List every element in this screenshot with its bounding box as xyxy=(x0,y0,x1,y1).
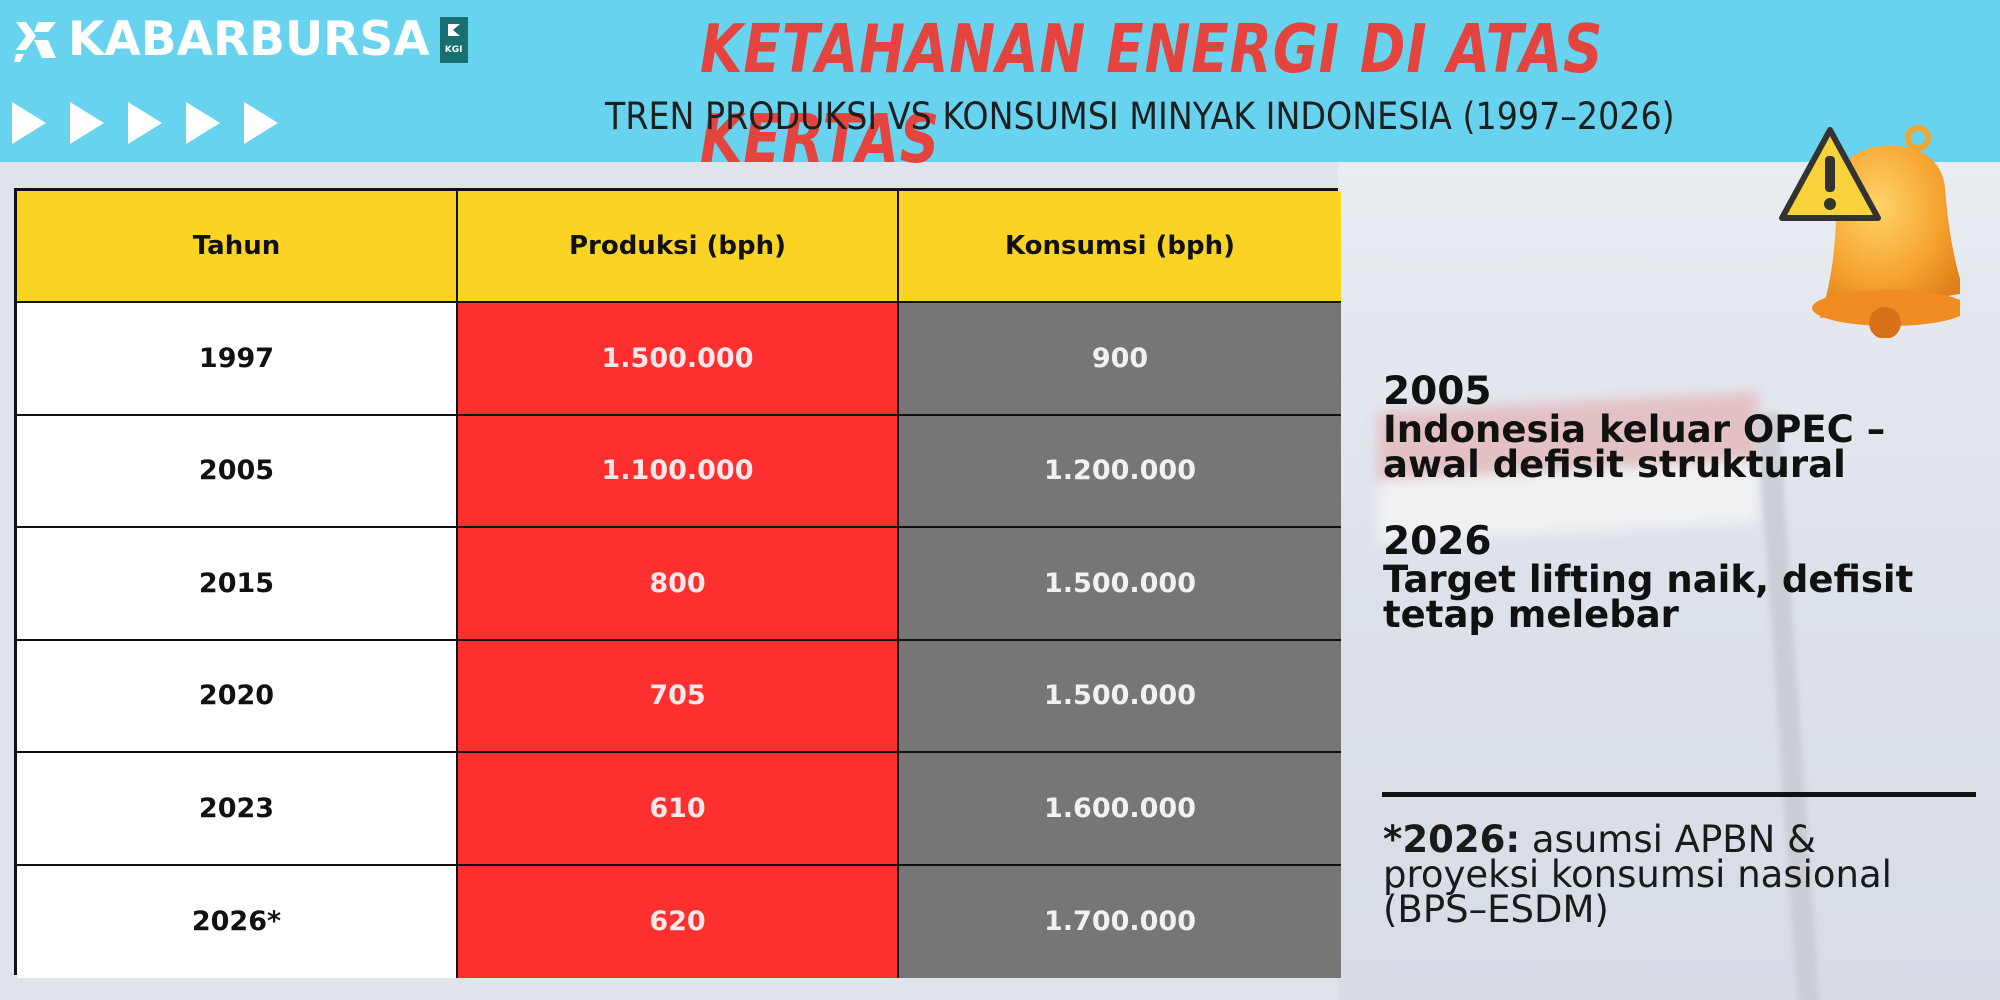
table-cell-consumption: 1.500.000 xyxy=(899,528,1341,641)
play-arrow-icon xyxy=(128,102,162,144)
table-cell-consumption: 1.500.000 xyxy=(899,640,1341,753)
play-arrow-icon xyxy=(186,102,220,144)
note-year: 2005 xyxy=(1383,369,1492,414)
table-cell-year: 2005 xyxy=(17,415,458,528)
table-cell-production: 610 xyxy=(458,753,899,866)
oil-trend-table: Tahun Produksi (bph) Konsumsi (bph) 1997… xyxy=(14,188,1341,978)
page-title: KETAHANAN ENERGI DI ATAS KERTAS xyxy=(700,10,1604,178)
warning-triangle-icon xyxy=(1779,127,1881,221)
play-arrow-icon xyxy=(244,102,278,144)
footnote-label: *2026: xyxy=(1383,818,1521,861)
footnote-text: asumsi APBN & proyeksi konsumsi nasional… xyxy=(1383,818,1892,931)
table-cell-consumption: 1.200.000 xyxy=(899,415,1341,528)
footnote: *2026: asumsi APBN & proyeksi konsumsi n… xyxy=(1383,821,1983,928)
table-cell-year: 1997 xyxy=(17,303,458,416)
table-cell-year: 2020 xyxy=(17,640,458,753)
kabarbursa-logo[interactable]: KABARBURSA KGI xyxy=(12,12,468,68)
play-arrow-icon xyxy=(70,102,104,144)
table-cell-production: 705 xyxy=(458,640,899,753)
badge-text: KGI xyxy=(444,45,463,55)
column-header-consumption: Konsumsi (bph) xyxy=(899,191,1341,303)
table-cell-consumption: 1.600.000 xyxy=(899,753,1341,866)
page-subtitle: TREN PRODUKSI VS KONSUMSI MINYAK INDONES… xyxy=(605,95,1675,138)
bell-icon xyxy=(1779,125,1960,338)
header-banner: KABARBURSA KGI KETAHANAN ENERGI DI ATAS … xyxy=(0,0,2000,178)
note-year: 2026 xyxy=(1383,519,1492,564)
table-cell-year: 2026* xyxy=(17,865,458,978)
note-text: Indonesia keluar OPEC – awal defisit str… xyxy=(1383,408,1886,486)
logo-text: KABARBURSA xyxy=(68,12,430,67)
table-cell-production: 1.500.000 xyxy=(458,303,899,416)
column-header-production: Produksi (bph) xyxy=(458,191,899,303)
table-cell-production: 620 xyxy=(458,865,899,978)
table-cell-year: 2015 xyxy=(17,528,458,641)
note-text: Target lifting naik, defisit tetap meleb… xyxy=(1383,558,1914,636)
kgi-badge: KGI xyxy=(439,17,468,63)
logo-mark-icon xyxy=(14,22,56,62)
table-cell-consumption: 900 xyxy=(899,303,1341,416)
badge-arrow-icon xyxy=(447,24,460,36)
divider-line xyxy=(1382,792,1976,797)
arrow-row xyxy=(12,100,278,146)
note-2005: 2005 Indonesia keluar OPEC – awal defisi… xyxy=(1383,369,1983,486)
note-2026: 2026 Target lifting naik, defisit tetap … xyxy=(1383,519,1983,636)
table-cell-year: 2023 xyxy=(17,753,458,866)
play-arrow-icon xyxy=(12,102,46,144)
table-cell-production: 1.100.000 xyxy=(458,415,899,528)
table-cell-production: 800 xyxy=(458,528,899,641)
column-header-year: Tahun xyxy=(17,191,458,303)
table-cell-consumption: 1.700.000 xyxy=(899,865,1341,978)
